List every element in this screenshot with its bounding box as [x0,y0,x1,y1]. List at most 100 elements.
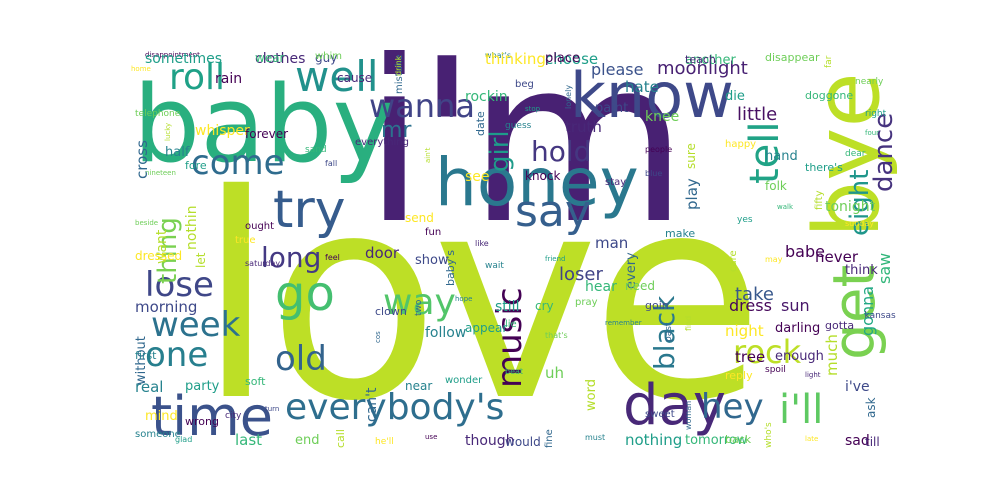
word-moonlight: moonlight [657,58,748,79]
word-old: old [275,339,327,379]
word-girl: girl [485,130,515,172]
small-word: never [815,248,859,266]
small-word: glad [175,435,193,444]
small-word: use [425,433,438,441]
small-word: beat [505,367,524,376]
small-word: find [684,316,693,332]
small-word: follow [425,325,467,341]
small-word: hope [455,295,473,303]
small-word: hear [585,279,617,295]
small-word: fore [185,159,207,172]
small-word: sad [845,433,870,449]
small-word: dressed [135,249,183,263]
small-word: ask [864,397,878,418]
small-word: teach [685,53,716,66]
small-word: home [131,65,151,73]
small-word: though [465,433,515,449]
word-hey: hey [701,387,764,427]
small-word: blue [645,169,663,178]
word-everybodys: everybody's [285,387,505,428]
small-word: choose [545,50,599,68]
small-word: feel [325,253,340,262]
small-word: goin [645,299,669,312]
small-word: remember [605,319,642,327]
word-loser: loser [559,264,603,285]
small-word: lucky [164,122,172,141]
small-word: folk [765,179,787,193]
small-word: friend [545,255,566,263]
small-word: that's [545,331,568,340]
word-ill: i'll [779,387,824,433]
small-word: drink [394,55,403,76]
small-word: rockin [465,89,508,105]
small-word: i've [845,379,870,395]
word-come: come [191,143,285,183]
word-try: try [273,180,346,240]
small-word: let [194,252,208,268]
small-word: lonely [564,84,573,109]
small-word: guy [315,51,338,65]
small-word: far [824,55,834,69]
small-word: kansas [864,311,896,321]
small-word: real [135,378,164,396]
word-honey: honey [435,144,639,221]
small-word: someone [135,429,181,440]
word-saw: saw [875,252,894,284]
small-word: would [505,435,541,449]
small-word: think [845,263,878,278]
small-word: light [805,371,821,379]
word-little: little [737,104,778,125]
word-roll: roll [169,57,226,98]
small-word: true [235,235,256,246]
small-word: show [415,253,449,268]
small-word: sometimes [145,51,223,67]
word-lose: lose [145,265,214,305]
small-word: sunday [845,219,875,228]
small-word: spoil [765,365,786,375]
small-word: stop [525,105,541,113]
small-word: play [683,178,701,210]
small-word: appear [465,321,508,335]
small-word: tonight [825,199,876,215]
small-word: everything [355,137,409,148]
small-word: end [295,433,320,448]
word-love: love [197,134,764,450]
word-take: take [735,284,774,305]
word-say: say [515,186,591,237]
small-word: night [725,322,764,340]
small-word: dear [845,149,866,159]
small-word: nothin [184,205,200,251]
small-word: darling [775,321,821,336]
small-word: first [135,349,157,362]
small-word: fifty [814,190,825,210]
small-word: truth [565,118,602,136]
small-word: stay [605,177,627,188]
word-im: i'm [363,50,688,274]
small-word: fun [425,227,442,238]
small-word: call [334,429,347,448]
small-word: sweet [645,409,675,420]
small-word: what's [485,51,512,60]
small-word: clothes [255,51,306,67]
small-word: late [805,435,819,443]
small-word: disappear [765,51,820,64]
small-word: hate [625,78,659,96]
small-word: beside [135,219,159,227]
small-word: last [235,431,263,449]
small-word: he'll [375,437,394,447]
word-week: week [151,305,241,345]
small-word: clown [375,305,407,318]
small-word: like [475,239,489,248]
small-word: cry [535,299,554,313]
small-word: place [545,51,580,66]
small-word: walk [777,203,794,211]
small-word: four [865,129,880,137]
word-day: day [623,373,727,438]
small-word: saturday [245,259,281,268]
small-word: who's [764,422,774,448]
small-word: man [595,234,629,252]
small-word: whisper [195,123,250,139]
small-word: woman [684,400,693,430]
small-word: people [645,145,673,154]
small-word: past [664,322,674,342]
